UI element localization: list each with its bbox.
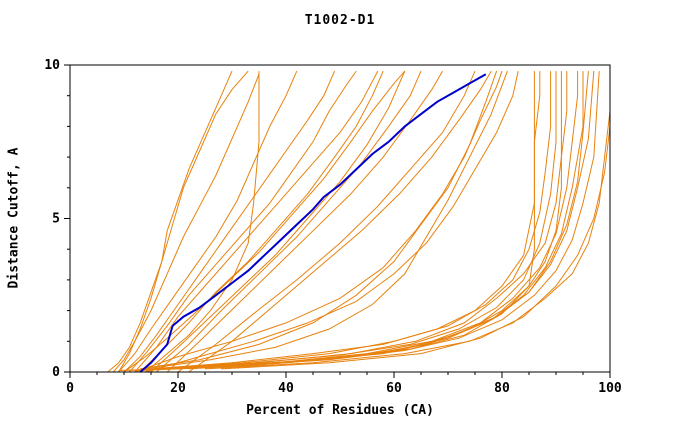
model-curve — [145, 71, 260, 373]
model-curve — [123, 70, 406, 373]
x-tick-label: 80 — [494, 381, 510, 396]
model-curve — [129, 70, 357, 373]
x-tick-label: 100 — [598, 381, 622, 396]
model-curve — [134, 70, 379, 373]
model-curve — [134, 70, 503, 373]
model-curve — [118, 71, 562, 371]
model-curve — [177, 70, 476, 373]
model-curve — [118, 70, 298, 373]
plot-frame — [69, 64, 611, 373]
model-curve — [188, 71, 589, 370]
model-curve — [145, 70, 519, 373]
model-curve — [177, 71, 579, 370]
y-tick-label: 10 — [44, 58, 60, 73]
model-curve — [221, 71, 611, 370]
chart-title: T1002-D1 — [304, 13, 376, 28]
model-curve — [139, 70, 384, 373]
model-curve — [161, 71, 557, 370]
x-tick-label: 20 — [170, 381, 186, 396]
model-curve — [134, 71, 600, 371]
model-curve — [112, 74, 260, 373]
x-tick-label: 40 — [278, 381, 294, 396]
model-curve — [145, 70, 508, 370]
model-curve — [204, 71, 611, 370]
model-curve — [123, 71, 584, 371]
model-curve — [150, 71, 541, 370]
x-tick-label: 0 — [66, 381, 74, 396]
model-curve — [156, 70, 422, 373]
model-curve — [188, 70, 492, 373]
highlight-curve — [139, 73, 487, 373]
model-curve — [129, 71, 595, 371]
x-axis-label: Percent of Residues (CA) — [246, 403, 434, 418]
model-curve — [140, 70, 498, 370]
model-curve — [123, 70, 336, 373]
y-tick-label: 5 — [52, 212, 60, 227]
model-curve — [150, 70, 406, 373]
model-curve — [156, 71, 552, 370]
y-tick-label: 0 — [52, 365, 60, 380]
x-tick-label: 60 — [386, 381, 402, 396]
model-curve — [166, 70, 444, 373]
model-curve — [107, 70, 233, 373]
model-curve — [167, 71, 568, 370]
